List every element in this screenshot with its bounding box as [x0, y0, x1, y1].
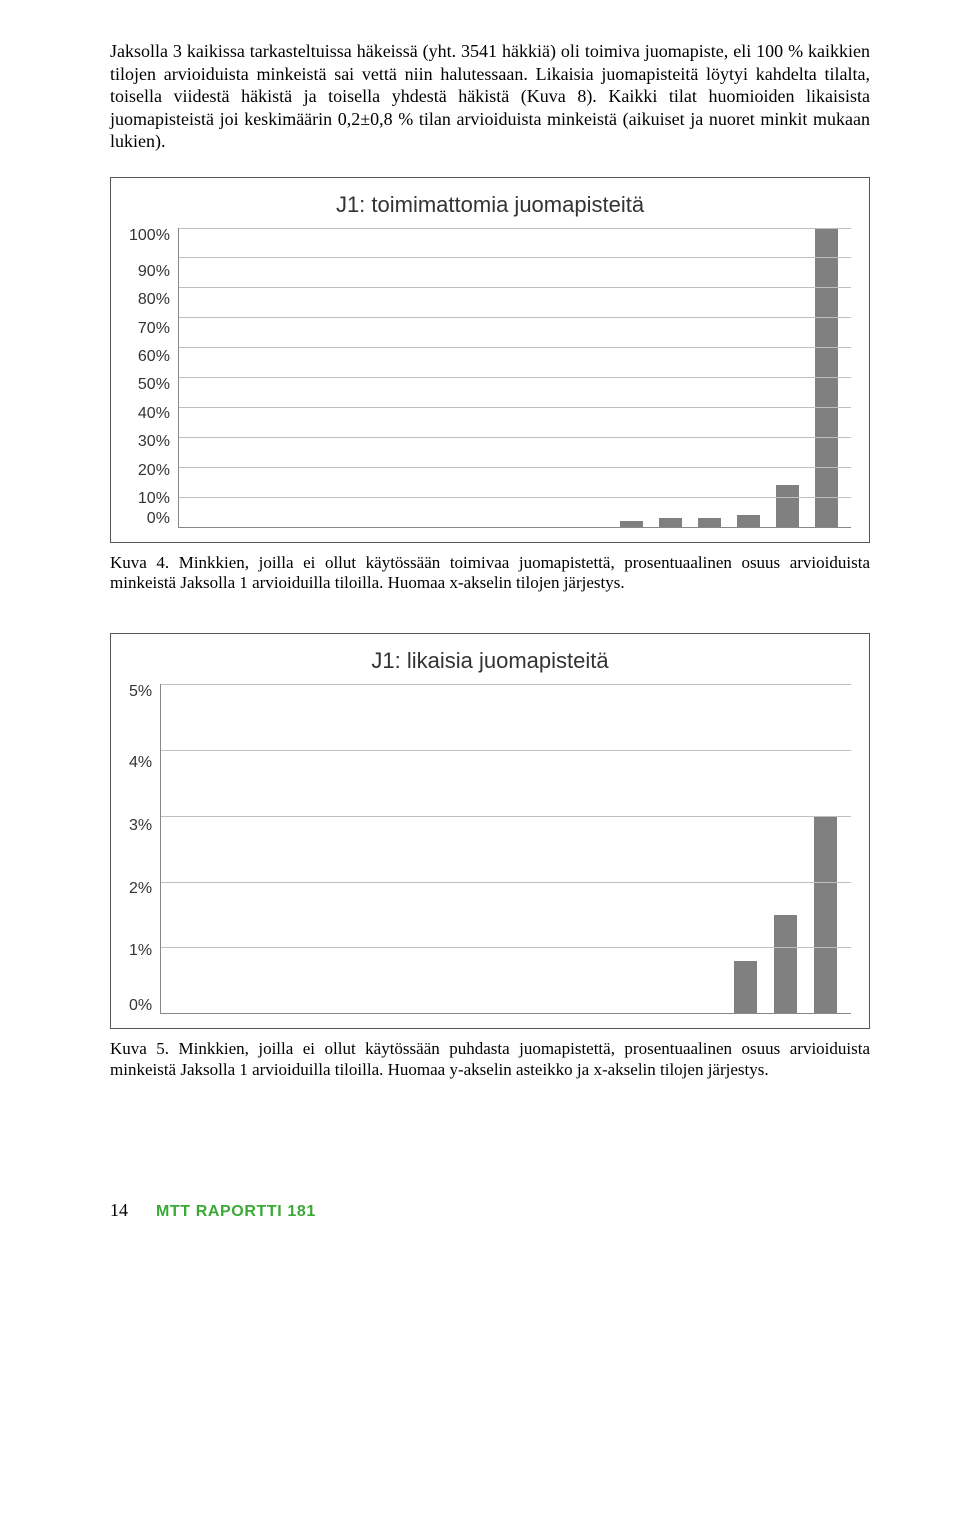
chart1-title: J1: toimimattomia juomapisteitä — [129, 192, 851, 218]
page-footer: 14 MTT RAPORTTI 181 — [110, 1200, 870, 1221]
gridline — [179, 287, 851, 288]
figure4-caption: Kuva 4. Minkkien, joilla ei ollut käytös… — [110, 553, 870, 594]
gridline — [179, 257, 851, 258]
gridline — [161, 816, 851, 817]
body-paragraph: Jaksolla 3 kaikissa tarkasteltuissa häke… — [110, 40, 870, 153]
gridline — [179, 228, 851, 229]
bar — [734, 961, 757, 1014]
gridline — [179, 467, 851, 468]
ytick: 40% — [129, 406, 170, 422]
chart2-title: J1: likaisia juomapisteitä — [129, 648, 851, 674]
figure4-caption-text: Minkkien, joilla ei ollut käytössään toi… — [110, 553, 870, 592]
gridline — [179, 317, 851, 318]
publication-name: MTT RAPORTTI 181 — [156, 1203, 316, 1221]
figure5-caption: Kuva 5. Minkkien, joilla ei ollut käytös… — [110, 1039, 870, 1080]
bar — [814, 816, 837, 1013]
chart2-bars — [161, 684, 851, 1013]
gridline — [179, 437, 851, 438]
ytick: 0% — [129, 511, 170, 527]
chart2-yaxis: 5% 4% 3% 2% 1% 0% — [129, 684, 160, 1014]
gridline — [179, 497, 851, 498]
chart1-yaxis: 100% 90% 80% 70% 60% 50% 40% 30% 20% 10% 0% — [129, 228, 178, 528]
chart1-plot: 100% 90% 80% 70% 60% 50% 40% 30% 20% 10% 0% — [129, 228, 851, 528]
page-number: 14 — [110, 1200, 128, 1221]
gridline — [161, 684, 851, 685]
bar — [776, 485, 799, 527]
bar — [737, 515, 760, 527]
chart2-plot: 5% 4% 3% 2% 1% 0% — [129, 684, 851, 1014]
gridline — [179, 347, 851, 348]
ytick: 60% — [129, 349, 170, 365]
gridline — [161, 882, 851, 883]
bar — [774, 915, 797, 1014]
ytick: 30% — [129, 434, 170, 450]
gridline — [161, 750, 851, 751]
ytick: 70% — [129, 321, 170, 337]
chart2-container: J1: likaisia juomapisteitä 5% 4% 3% 2% 1% 0% — [110, 633, 870, 1029]
ytick: 80% — [129, 292, 170, 308]
ytick: 2% — [129, 881, 152, 897]
bar — [659, 518, 682, 527]
page: Jaksolla 3 kaikissa tarkasteltuissa häke… — [0, 0, 960, 1251]
chart1-container: J1: toimimattomia juomapisteitä 100% 90% 8… — [110, 177, 870, 543]
ytick: 20% — [129, 463, 170, 479]
ytick: 3% — [129, 818, 152, 834]
bar — [620, 521, 643, 527]
ytick: 5% — [129, 684, 152, 700]
figure5-caption-lead: Kuva 5. — [110, 1039, 169, 1058]
ytick: 50% — [129, 377, 170, 393]
ytick: 10% — [129, 491, 170, 507]
ytick: 0% — [129, 998, 152, 1014]
gridline — [179, 377, 851, 378]
figure4-caption-lead: Kuva 4. — [110, 553, 169, 572]
ytick: 4% — [129, 755, 152, 771]
ytick: 1% — [129, 943, 152, 959]
ytick: 90% — [129, 264, 170, 280]
ytick: 100% — [129, 228, 170, 244]
chart2-grid — [160, 684, 851, 1014]
bar — [698, 518, 721, 527]
chart1-grid — [178, 228, 851, 528]
gridline — [161, 947, 851, 948]
figure5-caption-text: Minkkien, joilla ei ollut käytössään puh… — [110, 1039, 870, 1078]
gridline — [179, 407, 851, 408]
